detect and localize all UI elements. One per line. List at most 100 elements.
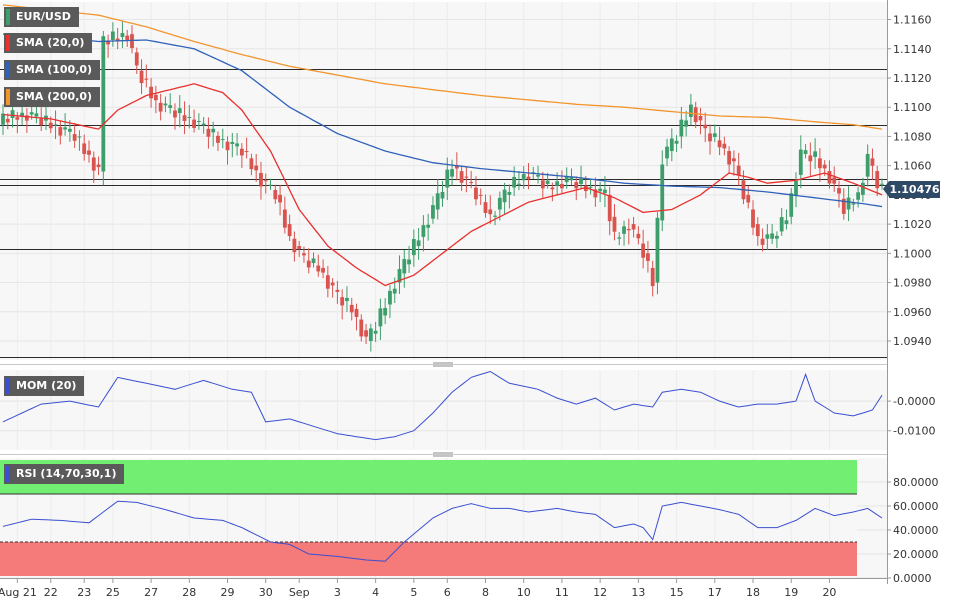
candle-up (201, 123, 206, 126)
sma100-line (2, 33, 883, 208)
candle-down (746, 194, 751, 203)
x-tick-label: 17 (708, 586, 722, 599)
candle-up (598, 188, 603, 192)
candle-up (345, 297, 349, 302)
candle-down (325, 275, 330, 289)
candle-down (340, 297, 345, 306)
candle-up (388, 290, 392, 305)
x-tick-label: 6 (444, 586, 451, 599)
candle-down (832, 177, 837, 184)
candle-up (655, 217, 660, 283)
candle-down (249, 158, 254, 170)
candle-up (53, 124, 58, 126)
candle-down (626, 228, 631, 231)
candle-down (822, 164, 827, 169)
price-tick-label: 1.0980 (893, 277, 932, 290)
candle-down (727, 151, 732, 165)
candle-down (24, 115, 29, 121)
candle-up (712, 133, 717, 137)
candle-down (808, 155, 813, 162)
legend-mom[interactable]: MOM (20) (4, 376, 85, 396)
candle-up (603, 189, 607, 194)
rsi-tick-label: 20.0000 (893, 548, 939, 561)
candle-up (669, 138, 674, 152)
legend-sma200-label: SMA (200,0) (16, 90, 93, 103)
candle-up (813, 151, 818, 157)
candle-down (722, 143, 727, 149)
x-tick-label: 29 (221, 586, 235, 599)
candle-up (674, 140, 679, 144)
candle-up (880, 183, 884, 185)
x-tick-label: 27 (144, 586, 158, 599)
legend-sma200[interactable]: SMA (200,0) (4, 87, 101, 107)
candle-down (483, 202, 488, 214)
candle-down (225, 141, 230, 151)
candle-down (469, 182, 474, 184)
candle-up (416, 240, 421, 247)
candle-down (144, 78, 149, 80)
candle-down (216, 135, 220, 143)
legend-sma20[interactable]: SMA (20,0) (4, 33, 93, 53)
candle-up (177, 108, 182, 114)
sma200-swatch (6, 89, 10, 105)
candle-down (130, 34, 134, 49)
candle-down (39, 118, 44, 126)
candle-up (622, 226, 626, 234)
candle-up (187, 116, 192, 118)
candle-down (526, 176, 531, 180)
candle-up (120, 32, 125, 38)
candle-up (392, 288, 397, 294)
candle-up (779, 217, 784, 232)
candle-up (517, 183, 521, 185)
candle-down (125, 35, 130, 41)
candle-down (646, 253, 650, 261)
candle-up (34, 113, 39, 117)
candle-down (708, 133, 712, 142)
candle-up (507, 191, 512, 195)
candle-down (755, 224, 760, 237)
sma20-line (2, 83, 883, 287)
candle-down (182, 115, 187, 121)
candle-up (665, 146, 669, 159)
candle-up (397, 269, 402, 283)
legend-symbol[interactable]: EUR/USD (4, 7, 79, 27)
x-tick-label: 28 (182, 586, 196, 599)
symbol-swatch (6, 9, 10, 25)
sma20-swatch (6, 35, 10, 51)
legend-rsi[interactable]: RSI (14,70,30,1) (4, 464, 125, 484)
legend-sma100[interactable]: SMA (100,0) (4, 60, 101, 80)
candle-up (373, 330, 378, 334)
candle-up (512, 176, 517, 188)
candle-down (254, 165, 259, 171)
rsi-tick-label: 0.0000 (893, 572, 932, 585)
candle-up (168, 105, 173, 108)
candle-down (192, 119, 196, 128)
candle-down (96, 164, 101, 168)
candle-up (588, 186, 593, 188)
sma100-swatch (6, 62, 10, 78)
candle-up (579, 178, 583, 184)
candle-up (775, 235, 779, 239)
candle-up (770, 233, 775, 239)
candle-down (650, 267, 655, 287)
candle-down (732, 158, 736, 162)
candle-down (263, 180, 268, 182)
candle-up (450, 169, 454, 177)
candle-down (459, 171, 464, 183)
mom-tick-label: -0.0100 (893, 425, 935, 438)
momentum-panel-bg (0, 370, 887, 450)
candle-down (282, 209, 287, 228)
candle-up (531, 172, 536, 174)
candle-up (502, 189, 507, 203)
candle-down (278, 194, 282, 203)
candle-down (875, 171, 880, 189)
candle-up (220, 139, 225, 141)
candle-down (550, 187, 555, 190)
candle-up (10, 110, 15, 119)
candle-up (684, 120, 689, 127)
candle-down (703, 124, 708, 129)
candle-down (173, 110, 177, 118)
candle-up (689, 104, 693, 117)
candle-down (540, 180, 545, 189)
